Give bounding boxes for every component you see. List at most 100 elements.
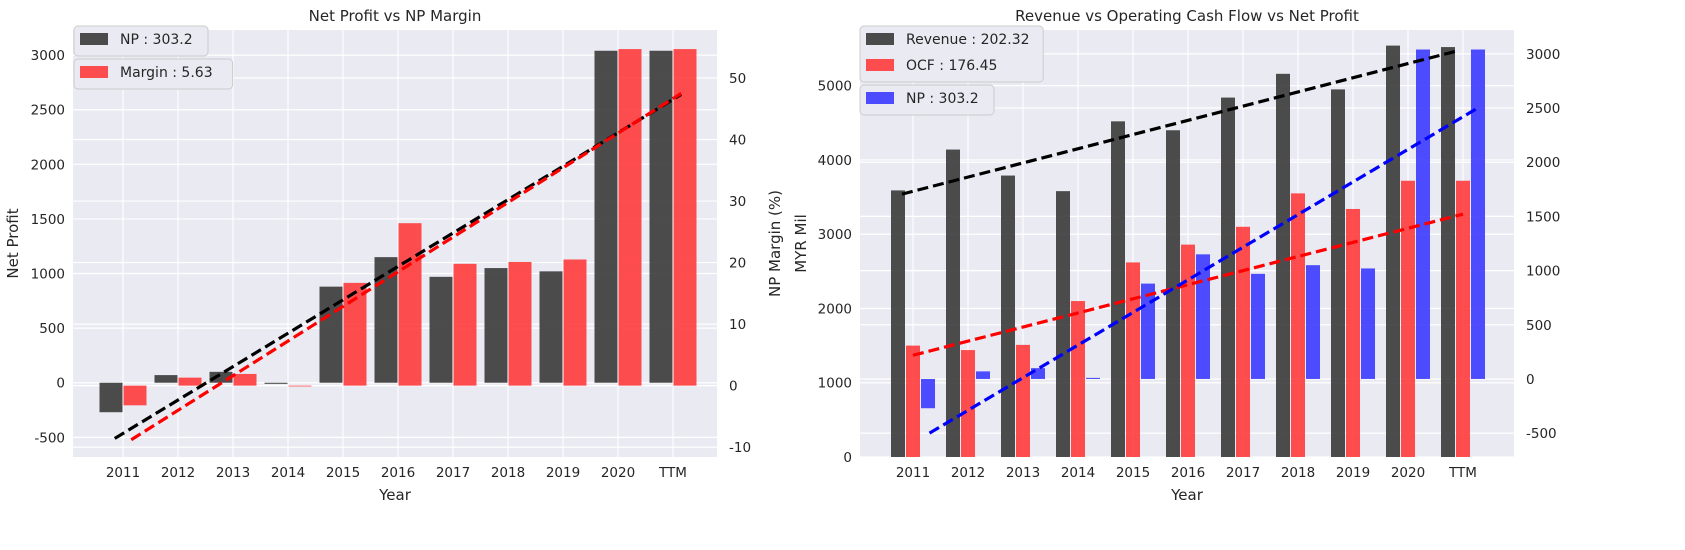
bar-1-2011 xyxy=(891,190,905,457)
bar-3-2013 xyxy=(1031,368,1045,379)
bar-1-TTM xyxy=(649,50,673,383)
x-tick-label: 2019 xyxy=(546,465,580,481)
x-tick-label: 2013 xyxy=(216,465,250,481)
x-tick-label: 2013 xyxy=(1006,465,1040,481)
y-tick-label-right: 1000 xyxy=(1526,264,1560,280)
x-tick-label: 2020 xyxy=(1391,465,1425,481)
y-tick-label-right: 30 xyxy=(729,194,746,210)
bar-2-2011 xyxy=(123,385,147,406)
x-tick-label: 2014 xyxy=(271,465,305,481)
bar-1-2019 xyxy=(539,271,563,383)
y-tick-label-right: 50 xyxy=(729,71,746,87)
x-tick-label: 2012 xyxy=(161,465,195,481)
x-tick-label: 2018 xyxy=(1281,465,1315,481)
x-tick-label: 2016 xyxy=(381,465,415,481)
chart-title: Revenue vs Operating Cash Flow vs Net Pr… xyxy=(1015,7,1359,25)
bar-3-2020 xyxy=(1416,49,1430,379)
bar-2-2017 xyxy=(453,263,477,386)
x-tick-label: TTM xyxy=(658,465,687,481)
y-tick-label-left: 3000 xyxy=(818,227,852,243)
y-tick-label-right: 500 xyxy=(1526,318,1552,334)
bar-3-2014 xyxy=(1086,377,1100,379)
y-tick-label-left: 2500 xyxy=(31,103,65,119)
y-tick-label-left: 0 xyxy=(56,376,65,392)
bar-3-2019 xyxy=(1361,268,1375,379)
y-tick-label-left: -500 xyxy=(34,430,65,446)
bar-3-2011 xyxy=(921,378,935,409)
y-tick-label-right: 0 xyxy=(1526,372,1535,388)
bar-3-TTM xyxy=(1471,49,1485,379)
bar-1-2014 xyxy=(1056,191,1070,457)
bar-2-2019 xyxy=(563,259,587,386)
bar-2-2014 xyxy=(288,385,312,387)
y-tick-label-right: -500 xyxy=(1526,426,1557,442)
bar-1-2016 xyxy=(1166,130,1180,457)
bar-1-2012 xyxy=(154,375,178,383)
bar-3-2016 xyxy=(1196,254,1210,379)
legend-label: Margin : 5.63 xyxy=(120,65,213,81)
y-axis-label: MYR Mil xyxy=(792,214,810,273)
net-profit-vs-margin-chart: 2011 2012 2013 2014 2015 2016 2017 2018 2019 2020… xyxy=(4,7,784,504)
bar-2-2012 xyxy=(961,350,975,457)
x-tick-label: 2014 xyxy=(1061,465,1095,481)
bar-1-2020 xyxy=(1386,45,1400,457)
x-tick-label: 2018 xyxy=(491,465,525,481)
y-tick-label-left: 5000 xyxy=(818,79,852,95)
y-tick-label-left: 0 xyxy=(843,450,852,466)
y-tick-label-left: 4000 xyxy=(818,153,852,169)
bar-2-2020 xyxy=(618,49,642,386)
legend-box xyxy=(73,58,234,90)
bar-1-2012 xyxy=(946,149,960,457)
bar-1-TTM xyxy=(1441,47,1455,457)
bar-1-2018 xyxy=(484,268,508,383)
bar-2-2012 xyxy=(178,377,202,386)
y-axis-label: Net Profit xyxy=(4,208,22,278)
bar-1-2016 xyxy=(374,257,398,383)
legend-swatch xyxy=(866,33,894,45)
y-tick-label-right: 2000 xyxy=(1526,155,1560,171)
y-tick-label-right: 20 xyxy=(729,256,746,272)
bar-2-2020 xyxy=(1401,180,1415,457)
bar-2-TTM xyxy=(673,49,697,386)
y-tick-label-right: 40 xyxy=(729,133,746,149)
bar-1-2014 xyxy=(264,382,288,384)
x-tick-label: 2011 xyxy=(896,465,930,481)
y-axis-label-right: NP Margin (%) xyxy=(766,190,784,297)
legend-swatch xyxy=(866,92,894,104)
bar-2-TTM xyxy=(1456,180,1470,457)
y-tick-label-right: -10 xyxy=(729,440,751,456)
y-tick-label-left: 2000 xyxy=(818,301,852,317)
y-tick-label-right: 1500 xyxy=(1526,209,1560,225)
legend-label: NP : 303.2 xyxy=(906,91,979,107)
x-tick-label: TTM xyxy=(1448,465,1477,481)
x-axis-label: Year xyxy=(1170,486,1204,504)
x-tick-label: 2011 xyxy=(106,465,140,481)
bar-2-2015 xyxy=(343,282,367,386)
bar-3-2015 xyxy=(1141,283,1155,379)
bar-3-2012 xyxy=(976,371,990,379)
bar-2-2014 xyxy=(1071,301,1085,457)
bar-2-2016 xyxy=(1181,244,1195,457)
bar-2-2018 xyxy=(1291,193,1305,458)
bar-2-2019 xyxy=(1346,208,1360,457)
y-tick-label-left: 1500 xyxy=(31,212,65,228)
y-tick-label-right: 3000 xyxy=(1526,47,1560,63)
bar-3-2018 xyxy=(1306,265,1320,379)
y-tick-label-right: 2500 xyxy=(1526,101,1560,117)
bar-1-2018 xyxy=(1276,73,1290,458)
bar-1-2020 xyxy=(594,50,618,383)
bar-1-2013 xyxy=(1001,175,1015,457)
y-tick-label-left: 3000 xyxy=(31,48,65,64)
x-tick-label: 2020 xyxy=(601,465,635,481)
bar-1-2017 xyxy=(429,276,453,383)
x-tick-label: 2017 xyxy=(436,465,470,481)
x-tick-label: 2015 xyxy=(326,465,360,481)
trend-line-3 xyxy=(928,105,1481,435)
bar-2-2013 xyxy=(233,373,257,386)
y-tick-label-right: 0 xyxy=(729,379,738,395)
y-tick-label-right: 10 xyxy=(729,317,746,333)
legend-label: Revenue : 202.32 xyxy=(906,32,1030,48)
bar-1-2013 xyxy=(209,371,233,383)
